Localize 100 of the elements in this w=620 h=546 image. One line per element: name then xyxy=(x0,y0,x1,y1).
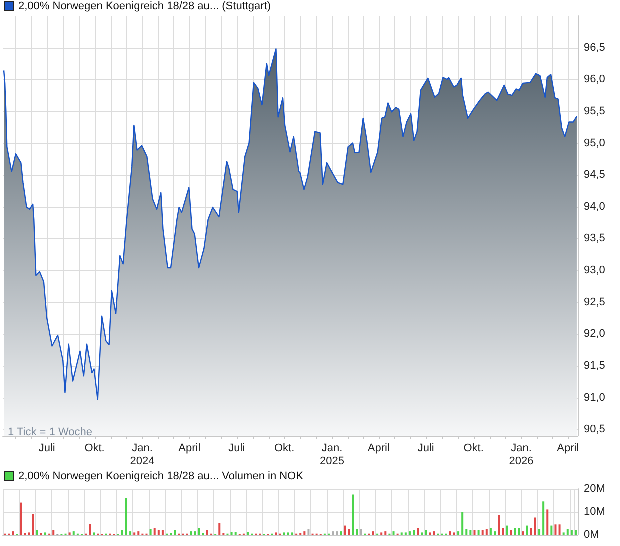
bar xyxy=(498,515,500,535)
bar xyxy=(304,532,306,535)
bar xyxy=(126,498,128,535)
bar xyxy=(462,512,464,535)
bar xyxy=(89,524,92,535)
y-tick-label: 96,5 xyxy=(584,42,606,54)
bar xyxy=(518,528,520,535)
y-tick-label: 96,0 xyxy=(584,74,606,86)
bar xyxy=(490,528,492,535)
bar xyxy=(174,530,176,535)
y-tick-label: 90,5 xyxy=(584,424,606,436)
bar xyxy=(348,529,350,535)
y-tick-label: 95,0 xyxy=(584,137,606,150)
bar xyxy=(570,530,573,535)
bar xyxy=(130,532,132,535)
bar xyxy=(234,532,237,535)
bar xyxy=(417,528,420,535)
y-tick-label: 91,0 xyxy=(584,392,606,404)
x-tick-label: Jan. 2025 xyxy=(320,442,344,468)
y-tick-label: 92,0 xyxy=(584,328,606,340)
bar xyxy=(534,518,536,535)
bar xyxy=(514,528,516,535)
bar xyxy=(478,530,480,535)
x-tick-label: Juli xyxy=(38,442,56,454)
bar xyxy=(466,529,468,535)
bar xyxy=(449,532,452,535)
bar xyxy=(506,526,508,535)
bar xyxy=(158,530,160,535)
bar xyxy=(566,529,569,535)
bar xyxy=(52,530,55,535)
bar xyxy=(384,532,387,535)
bar xyxy=(433,532,436,535)
x-tick-label: April xyxy=(557,442,580,454)
bar xyxy=(474,530,476,535)
bar xyxy=(336,532,338,535)
bar xyxy=(470,530,472,535)
y-tick-label: 93,5 xyxy=(584,232,606,245)
bar xyxy=(550,526,553,535)
bar xyxy=(246,532,249,535)
bar xyxy=(502,528,504,535)
x-tick-label: Okt. xyxy=(274,442,295,454)
bar xyxy=(72,532,75,535)
bar xyxy=(574,530,577,535)
legend-label: 2,00% Norwegen Koenigreich 18/28 au... Volumen in NOK xyxy=(18,470,304,482)
bar xyxy=(522,532,524,535)
y-tick-label: 94,0 xyxy=(584,200,606,213)
bar xyxy=(36,530,38,535)
bar xyxy=(162,530,164,535)
bar xyxy=(150,529,152,535)
bar xyxy=(372,532,375,535)
bar xyxy=(218,524,221,535)
y-tick-label: 91,5 xyxy=(584,360,606,372)
x-tick-label: Juli xyxy=(228,442,246,454)
x-tick-label: April xyxy=(178,442,201,454)
x-tick-label: Okt. xyxy=(84,442,105,454)
bar xyxy=(32,514,34,535)
bar xyxy=(190,532,192,535)
bar xyxy=(554,524,557,535)
x-tick-label: Jan. 2026 xyxy=(509,442,534,468)
x-tick-label: Juli xyxy=(418,442,434,454)
bar xyxy=(482,530,484,535)
bar xyxy=(20,502,22,535)
bar xyxy=(154,528,156,535)
bar xyxy=(332,532,334,535)
y-tick-label: 95,5 xyxy=(584,105,606,118)
legend-label: 2,00% Norwegen Koenigreich 18/28 au... (Stuttgart) xyxy=(18,0,272,12)
bar xyxy=(194,532,196,535)
bar xyxy=(392,532,395,535)
bar xyxy=(308,529,310,535)
bar xyxy=(526,526,528,535)
y-tick-label: 20M xyxy=(584,483,606,495)
bar xyxy=(538,529,541,535)
y-tick-label: 94,5 xyxy=(584,169,606,182)
bar xyxy=(12,532,14,535)
bar xyxy=(206,530,208,535)
x-tick-label: Jan. 2024 xyxy=(130,442,155,468)
bar xyxy=(356,529,358,535)
y-tick-label: 92,5 xyxy=(584,296,606,308)
bar xyxy=(340,532,342,535)
bar xyxy=(458,532,460,535)
y-tick-label: 0M xyxy=(584,529,600,541)
y-tick-label: 10M xyxy=(584,506,606,518)
x-tick-label: Okt. xyxy=(464,442,484,454)
bar xyxy=(121,530,124,535)
bar xyxy=(530,528,532,535)
bar xyxy=(558,524,561,535)
bar xyxy=(360,529,362,535)
annotation: 1 Tick = 1 Woche xyxy=(8,426,92,438)
bar xyxy=(408,532,411,535)
bar xyxy=(546,510,549,535)
bar xyxy=(352,494,354,535)
y-tick-label: 93,0 xyxy=(584,264,606,277)
bar xyxy=(486,529,488,535)
bar xyxy=(494,532,496,535)
bar xyxy=(425,530,428,535)
bar xyxy=(230,532,233,535)
bar xyxy=(198,528,200,535)
bar xyxy=(413,530,416,535)
bar xyxy=(542,502,545,535)
x-tick-label: April xyxy=(368,442,390,454)
